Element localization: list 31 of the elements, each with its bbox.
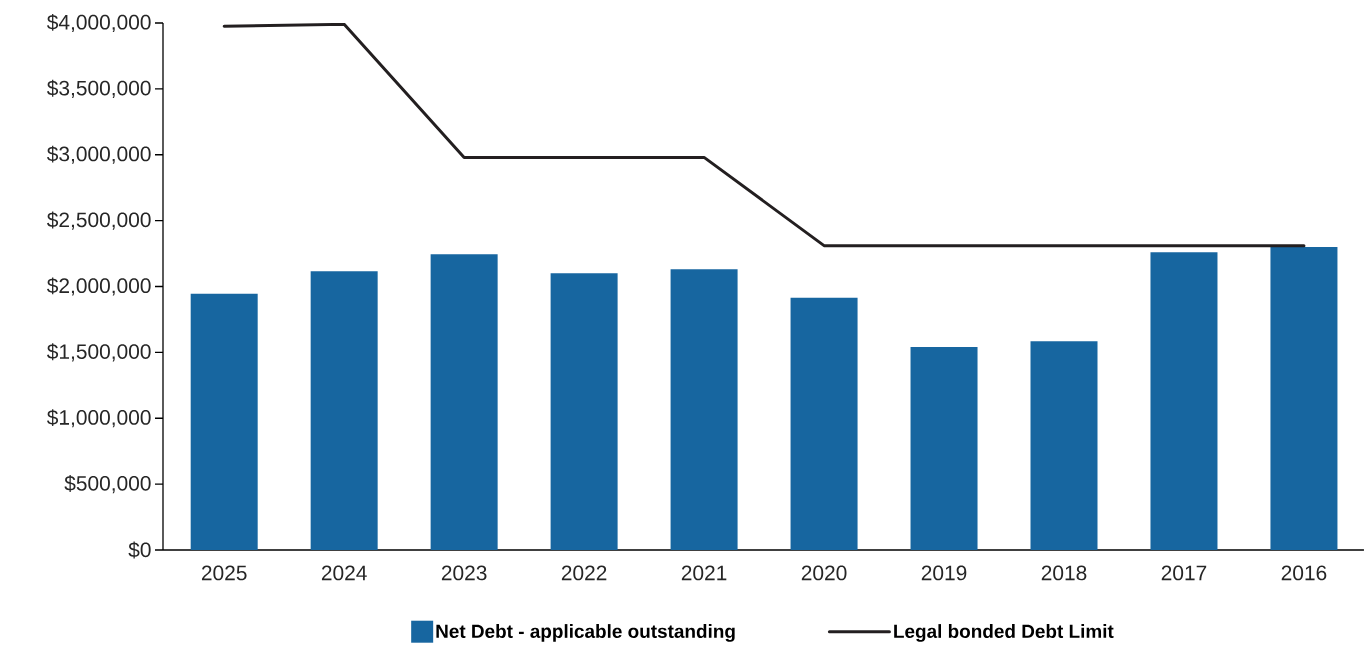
x-tick-label: 2023: [441, 565, 487, 581]
x-tick-label: 2018: [1041, 565, 1087, 581]
y-tick-label: $3,500,000: [46, 79, 151, 98]
bar: [670, 269, 738, 550]
y-tick-label: $3,000,000: [46, 145, 151, 164]
bar: [310, 271, 378, 550]
legend-label: Net Debt - applicable outstanding: [436, 624, 735, 642]
x-tick-label: 2021: [681, 565, 727, 581]
y-tick-label: $1,000,000: [46, 409, 151, 428]
bar: [790, 297, 858, 550]
bar: [1150, 252, 1218, 550]
x-tick-label: 2017: [1161, 565, 1207, 581]
bar: [550, 273, 618, 550]
bar: [910, 347, 978, 550]
y-tick-label: $500,000: [64, 475, 151, 494]
y-tick-label: $1,500,000: [46, 343, 151, 362]
y-tick-label: $2,000,000: [46, 277, 151, 296]
x-tick-label: 2020: [801, 565, 847, 581]
x-tick-label: 2019: [921, 565, 967, 581]
y-tick-label: $0: [128, 541, 151, 559]
x-tick-label: 2024: [321, 565, 367, 581]
x-tick-label: 2016: [1281, 565, 1327, 581]
bar: [1270, 246, 1338, 550]
x-tick-label: 2025: [201, 565, 247, 581]
legend-label: Legal bonded Debt Limit: [894, 624, 1114, 642]
y-tick-label: $2,500,000: [46, 211, 151, 230]
bar: [1030, 341, 1098, 550]
x-tick-label: 2022: [561, 565, 607, 581]
bar: [430, 254, 498, 550]
y-tick-label: $4,000,000: [46, 13, 151, 33]
bar: [190, 293, 258, 550]
